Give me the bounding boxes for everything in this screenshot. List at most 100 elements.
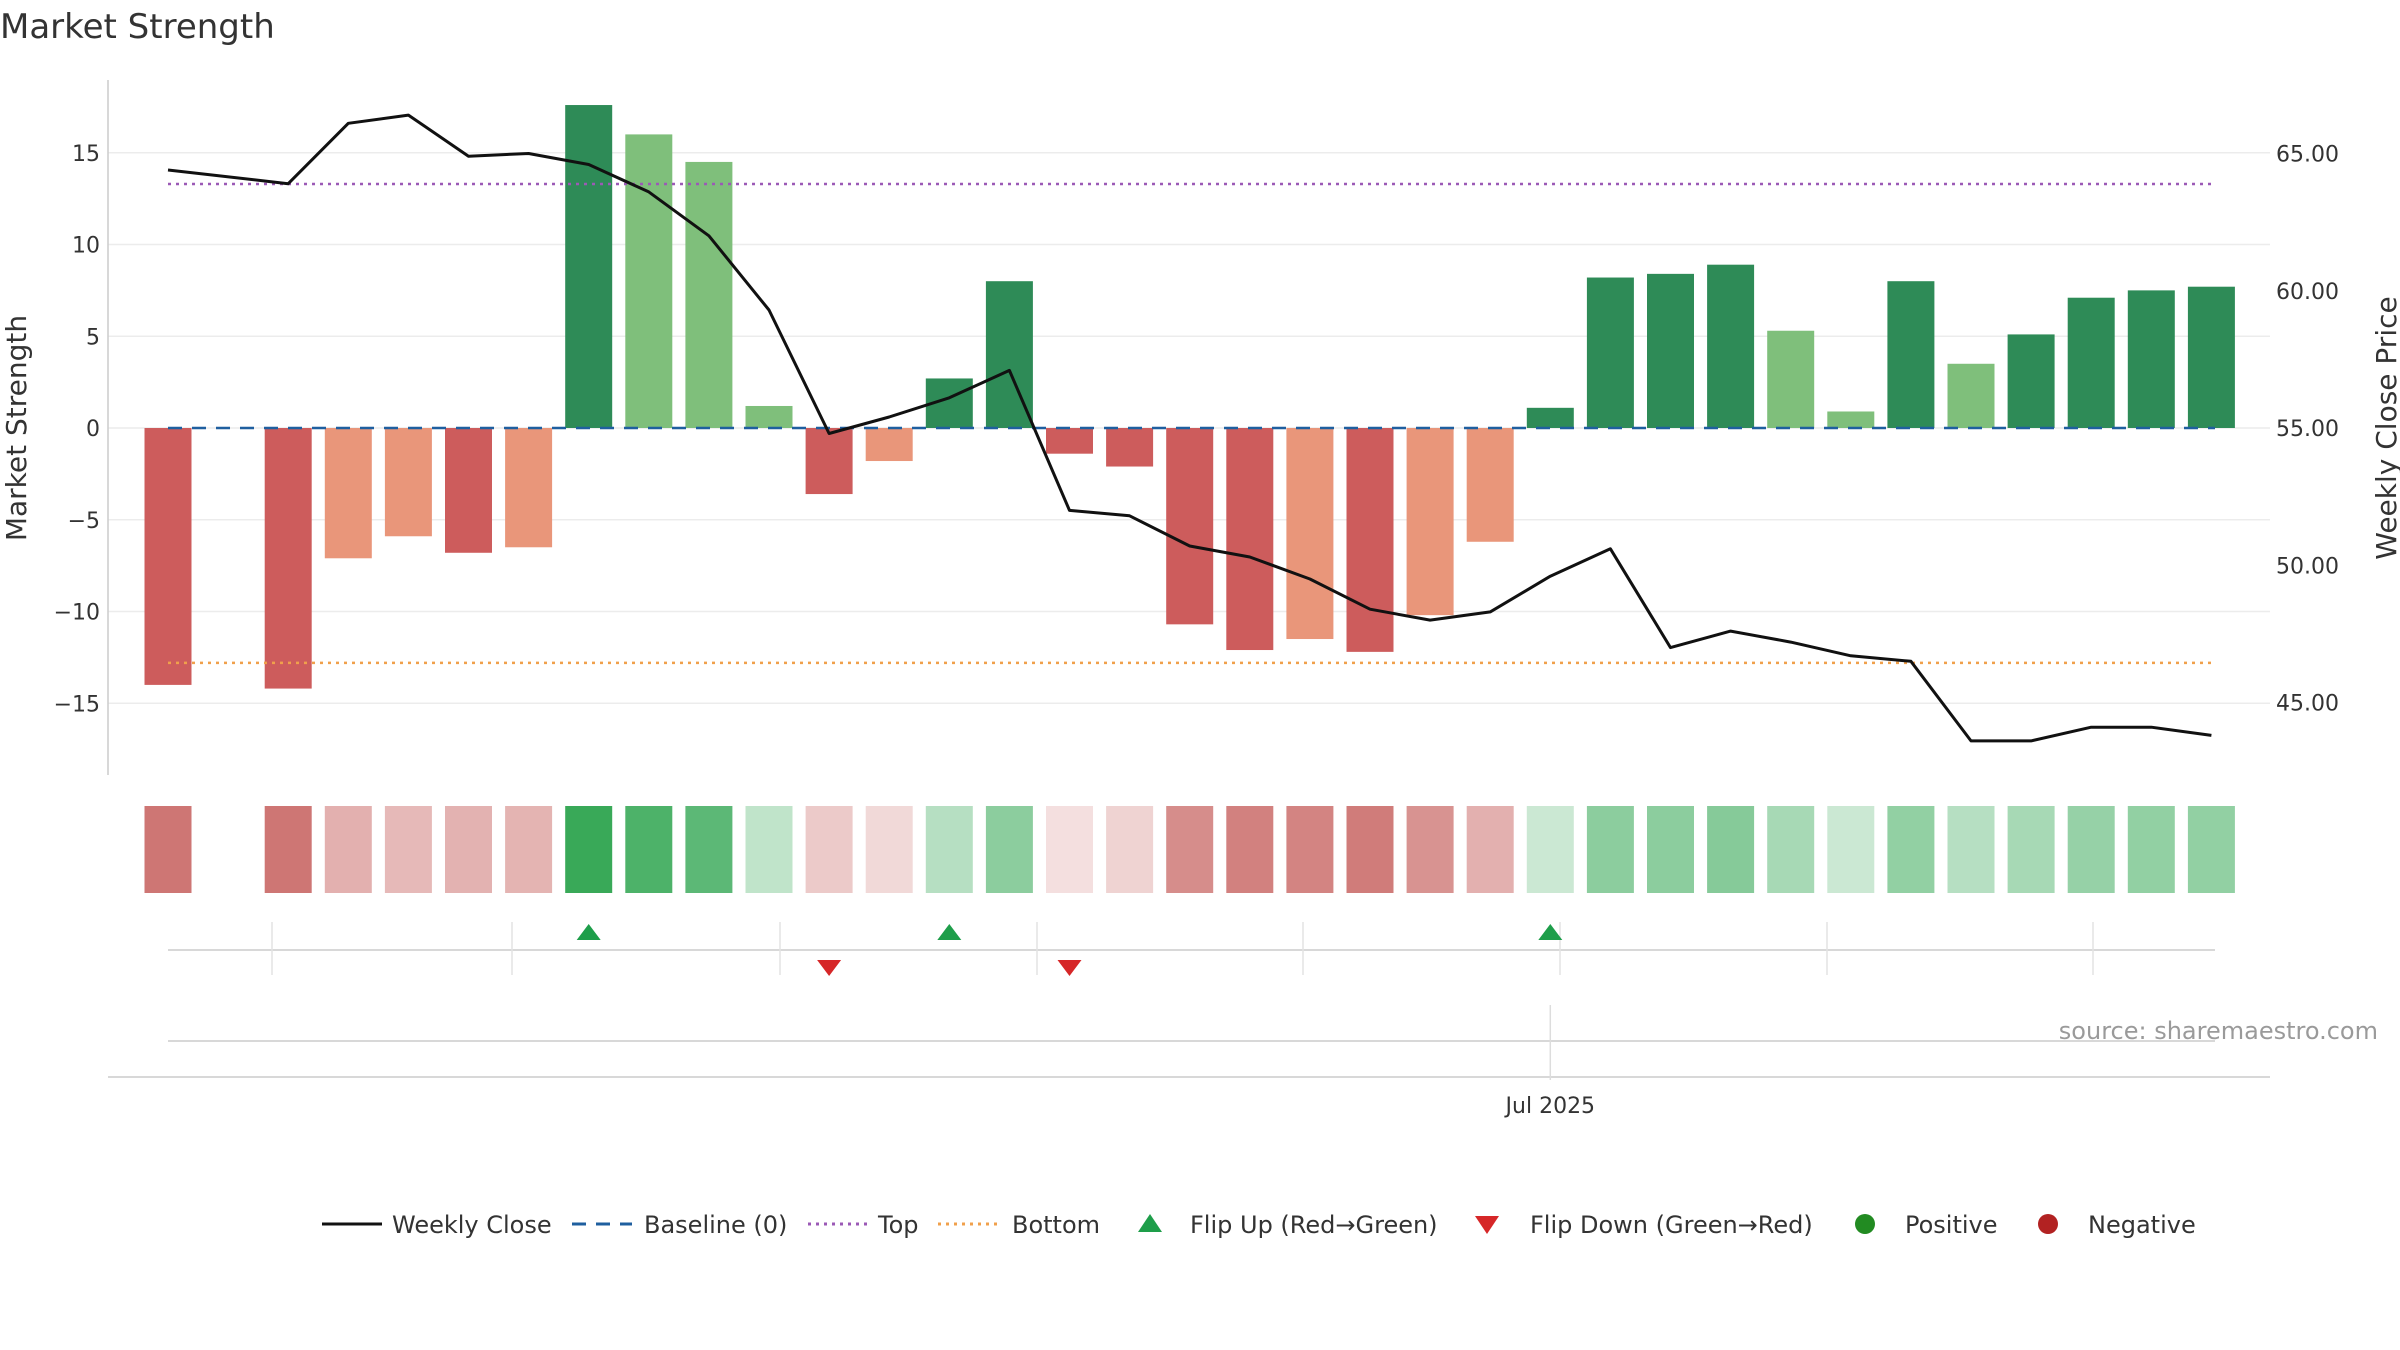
heat-strip bbox=[144, 806, 2235, 893]
strength-bar bbox=[264, 428, 312, 689]
heat-strip-cell bbox=[805, 806, 853, 893]
y-left-tick-label: 10 bbox=[72, 234, 100, 259]
chart-title: Market Strength bbox=[0, 7, 275, 47]
strength-bar bbox=[2127, 290, 2175, 428]
strength-bar bbox=[1647, 273, 1694, 428]
legend-label: Top bbox=[877, 1211, 919, 1239]
legend-label: Baseline (0) bbox=[644, 1211, 787, 1239]
heat-strip-cell bbox=[565, 806, 613, 893]
heat-strip-cell bbox=[2067, 806, 2115, 893]
strength-bar bbox=[1346, 428, 1394, 652]
strength-bars bbox=[144, 105, 2235, 689]
strength-bar bbox=[1226, 428, 1274, 651]
heat-strip-cell bbox=[1707, 806, 1755, 893]
strength-bar bbox=[805, 428, 853, 495]
y-left-tick-label: −15 bbox=[54, 692, 100, 717]
y-right-tick-label: 55.00 bbox=[2276, 417, 2339, 442]
strength-bar bbox=[685, 161, 733, 429]
strength-bar bbox=[1286, 428, 1334, 640]
strength-bar bbox=[745, 405, 793, 428]
heat-strip-cell bbox=[1526, 806, 1574, 893]
heat-strip-cell bbox=[324, 806, 372, 893]
legend: Weekly Close Baseline (0) Top Bottom Flip Up… bbox=[322, 1211, 2196, 1239]
strength-bar bbox=[2187, 286, 2235, 428]
weekly-close-line bbox=[167, 113, 2212, 743]
strength-bar bbox=[1466, 428, 1514, 542]
strength-bar bbox=[1526, 407, 1574, 428]
heat-strip-cell bbox=[505, 806, 553, 893]
strength-bar bbox=[1887, 281, 1935, 428]
legend-item: Flip Down (Green→Red) bbox=[1475, 1211, 1813, 1239]
flip-up-marker bbox=[937, 924, 962, 940]
heat-strip-cell bbox=[384, 806, 432, 893]
timeline-axis: Jul 2025 bbox=[108, 1005, 2270, 1119]
y-right-tick-label: 60.00 bbox=[2276, 280, 2339, 305]
heat-strip-cell bbox=[625, 806, 673, 893]
strength-bar bbox=[1046, 428, 1093, 454]
source-note: source: sharemaestro.com bbox=[2059, 1017, 2378, 1045]
strength-bar bbox=[1166, 428, 1214, 625]
legend-label: Negative bbox=[2088, 1211, 2196, 1239]
y-right-tick-label: 45.00 bbox=[2276, 692, 2339, 717]
heat-strip-cell bbox=[1106, 806, 1154, 893]
heat-strip-cell bbox=[1647, 806, 1694, 893]
heat-strip-cell bbox=[1046, 806, 1093, 893]
legend-flip-down-swatch bbox=[1475, 1216, 1499, 1234]
heat-strip-cell bbox=[745, 806, 793, 893]
heat-strip-cell bbox=[865, 806, 913, 893]
heat-strip-cell bbox=[1346, 806, 1394, 893]
flip-down-marker bbox=[1057, 960, 1082, 976]
strength-bar bbox=[625, 134, 673, 428]
strength-bar bbox=[1406, 428, 1454, 616]
heat-strip-cell bbox=[1827, 806, 1875, 893]
legend-item: Negative bbox=[2038, 1211, 2196, 1239]
legend-label: Flip Down (Green→Red) bbox=[1530, 1211, 1813, 1239]
y-left-tick-label: −10 bbox=[54, 601, 100, 626]
flip-up-marker bbox=[1538, 924, 1563, 940]
strength-bar bbox=[1947, 363, 1995, 428]
strength-bar bbox=[2007, 334, 2055, 428]
y-left-tick-label: 5 bbox=[86, 325, 100, 350]
heat-strip-cell bbox=[1767, 806, 1815, 893]
legend-item: Flip Up (Red→Green) bbox=[1138, 1211, 1438, 1239]
strength-bar bbox=[144, 428, 192, 685]
heat-strip-cell bbox=[1286, 806, 1334, 893]
heat-strip-cell bbox=[1166, 806, 1214, 893]
strength-bar bbox=[505, 428, 553, 548]
y-left-tick-label: 15 bbox=[72, 142, 100, 167]
y-right-tick-label: 65.00 bbox=[2276, 143, 2339, 168]
heat-strip-cell bbox=[264, 806, 312, 893]
weekly-close-series bbox=[167, 113, 2212, 743]
legend-item: Baseline (0) bbox=[572, 1211, 787, 1239]
heat-strip-cell bbox=[2007, 806, 2055, 893]
legend-flip-up-swatch bbox=[1138, 1214, 1162, 1232]
heat-strip-cell bbox=[1406, 806, 1454, 893]
strength-bar bbox=[324, 428, 372, 559]
heat-strip-cell bbox=[685, 806, 733, 893]
heat-strip-cell bbox=[1586, 806, 1634, 893]
axes: 15 10 5 0 −5 −10 −15 65.00 60.00 55.00 50.00 45.00 bbox=[54, 80, 2339, 775]
heat-strip-cell bbox=[1947, 806, 1995, 893]
heat-strip-cell bbox=[1466, 806, 1514, 893]
strength-bar bbox=[565, 105, 613, 428]
y-right-tick-label: 50.00 bbox=[2276, 554, 2339, 579]
legend-item: Top bbox=[808, 1211, 919, 1239]
legend-item: Bottom bbox=[938, 1211, 1100, 1239]
flip-up-marker bbox=[576, 924, 601, 940]
strength-bar bbox=[445, 428, 492, 553]
strength-bar bbox=[1767, 330, 1815, 428]
flip-down-marker bbox=[817, 960, 842, 976]
heat-strip-cell bbox=[925, 806, 973, 893]
legend-item: Positive bbox=[1855, 1211, 1998, 1239]
legend-negative-swatch bbox=[2038, 1214, 2058, 1234]
heat-strip-cell bbox=[1226, 806, 1274, 893]
y-left-tick-label: 0 bbox=[86, 417, 100, 442]
legend-label: Positive bbox=[1905, 1211, 1998, 1239]
heat-strip-cell bbox=[2187, 806, 2235, 893]
heat-strip-cell bbox=[2127, 806, 2175, 893]
strength-bar bbox=[1707, 264, 1755, 428]
strength-bar bbox=[1106, 428, 1154, 467]
heat-strip-cell bbox=[985, 806, 1033, 893]
strength-bar bbox=[384, 428, 432, 537]
